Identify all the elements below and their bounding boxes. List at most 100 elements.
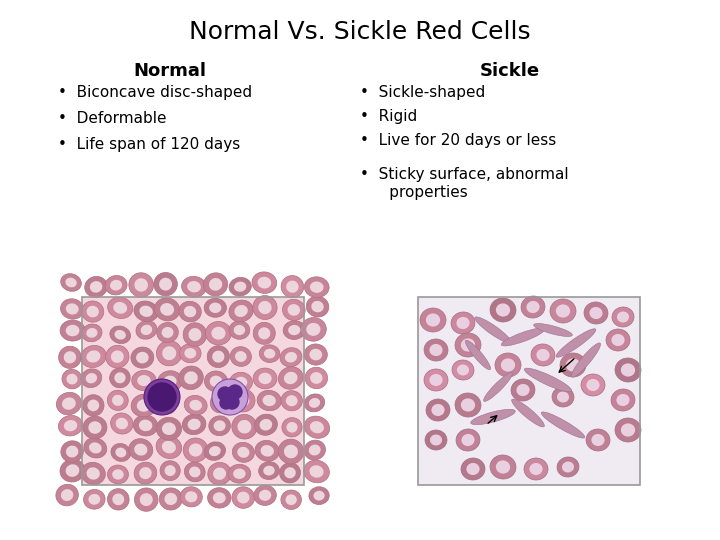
Ellipse shape [113, 302, 127, 314]
Ellipse shape [490, 298, 516, 322]
Ellipse shape [209, 416, 230, 436]
Ellipse shape [204, 371, 228, 392]
Ellipse shape [131, 394, 157, 417]
Ellipse shape [139, 420, 153, 431]
Ellipse shape [163, 376, 176, 388]
Ellipse shape [86, 328, 97, 338]
Ellipse shape [106, 345, 129, 368]
Ellipse shape [259, 345, 280, 362]
Ellipse shape [586, 429, 610, 451]
Ellipse shape [284, 445, 298, 458]
Ellipse shape [237, 491, 250, 503]
Ellipse shape [234, 325, 245, 335]
Ellipse shape [214, 420, 225, 431]
Ellipse shape [425, 430, 447, 450]
Ellipse shape [107, 390, 128, 410]
Ellipse shape [282, 417, 302, 437]
Ellipse shape [286, 395, 297, 406]
Ellipse shape [185, 491, 197, 502]
Ellipse shape [156, 396, 176, 414]
Ellipse shape [81, 301, 104, 322]
Ellipse shape [462, 434, 474, 446]
Ellipse shape [258, 373, 271, 384]
Ellipse shape [60, 441, 84, 462]
Ellipse shape [311, 301, 324, 312]
Ellipse shape [210, 393, 230, 413]
Ellipse shape [133, 415, 158, 436]
Ellipse shape [254, 485, 276, 505]
Ellipse shape [61, 489, 73, 501]
Ellipse shape [279, 463, 300, 483]
Ellipse shape [306, 296, 329, 317]
Text: Sickle: Sickle [480, 62, 540, 80]
Ellipse shape [233, 469, 246, 479]
Ellipse shape [229, 321, 250, 339]
Ellipse shape [114, 330, 126, 340]
Ellipse shape [160, 303, 174, 316]
Ellipse shape [209, 278, 222, 291]
Ellipse shape [162, 422, 176, 435]
Ellipse shape [259, 490, 271, 501]
Ellipse shape [210, 376, 222, 387]
Ellipse shape [56, 393, 81, 415]
Ellipse shape [572, 343, 600, 377]
Ellipse shape [552, 387, 574, 407]
Ellipse shape [81, 346, 107, 368]
Ellipse shape [235, 377, 247, 388]
Ellipse shape [258, 301, 271, 314]
Ellipse shape [136, 321, 157, 339]
Bar [418, 297, 640, 485]
Ellipse shape [105, 275, 127, 295]
Ellipse shape [159, 488, 182, 510]
Circle shape [228, 385, 242, 399]
Ellipse shape [283, 321, 305, 340]
Ellipse shape [612, 307, 634, 327]
Ellipse shape [230, 347, 251, 366]
Ellipse shape [156, 341, 182, 366]
Text: Normal Vs. Sickle Red Cells: Normal Vs. Sickle Red Cells [189, 20, 531, 44]
Ellipse shape [66, 278, 77, 287]
Ellipse shape [109, 368, 130, 388]
Circle shape [148, 383, 176, 411]
Ellipse shape [281, 490, 302, 509]
Ellipse shape [115, 448, 126, 457]
Ellipse shape [584, 302, 608, 324]
Ellipse shape [230, 389, 255, 412]
Ellipse shape [621, 423, 635, 437]
Ellipse shape [110, 280, 122, 291]
Ellipse shape [258, 462, 279, 480]
Ellipse shape [228, 464, 251, 483]
Ellipse shape [305, 394, 325, 412]
Ellipse shape [501, 328, 544, 346]
Ellipse shape [83, 416, 107, 439]
Ellipse shape [557, 392, 569, 402]
Ellipse shape [586, 379, 600, 391]
Ellipse shape [461, 339, 475, 352]
Ellipse shape [140, 306, 153, 317]
Ellipse shape [233, 442, 254, 462]
Bar [82, 297, 304, 485]
Ellipse shape [86, 373, 97, 383]
Ellipse shape [179, 344, 201, 363]
Ellipse shape [430, 435, 442, 446]
Ellipse shape [617, 312, 629, 322]
Ellipse shape [606, 329, 630, 351]
Ellipse shape [157, 371, 182, 393]
Ellipse shape [284, 467, 296, 478]
Ellipse shape [521, 296, 545, 318]
Ellipse shape [512, 399, 544, 427]
Ellipse shape [501, 359, 515, 372]
Ellipse shape [235, 394, 249, 407]
Ellipse shape [484, 373, 513, 401]
Ellipse shape [511, 379, 535, 401]
Ellipse shape [160, 461, 180, 481]
Ellipse shape [310, 421, 324, 433]
Ellipse shape [590, 307, 603, 319]
Ellipse shape [495, 353, 521, 377]
Ellipse shape [452, 360, 474, 380]
Ellipse shape [161, 400, 171, 410]
Ellipse shape [179, 301, 202, 322]
Ellipse shape [135, 278, 148, 292]
Ellipse shape [161, 327, 174, 338]
Ellipse shape [209, 302, 222, 313]
